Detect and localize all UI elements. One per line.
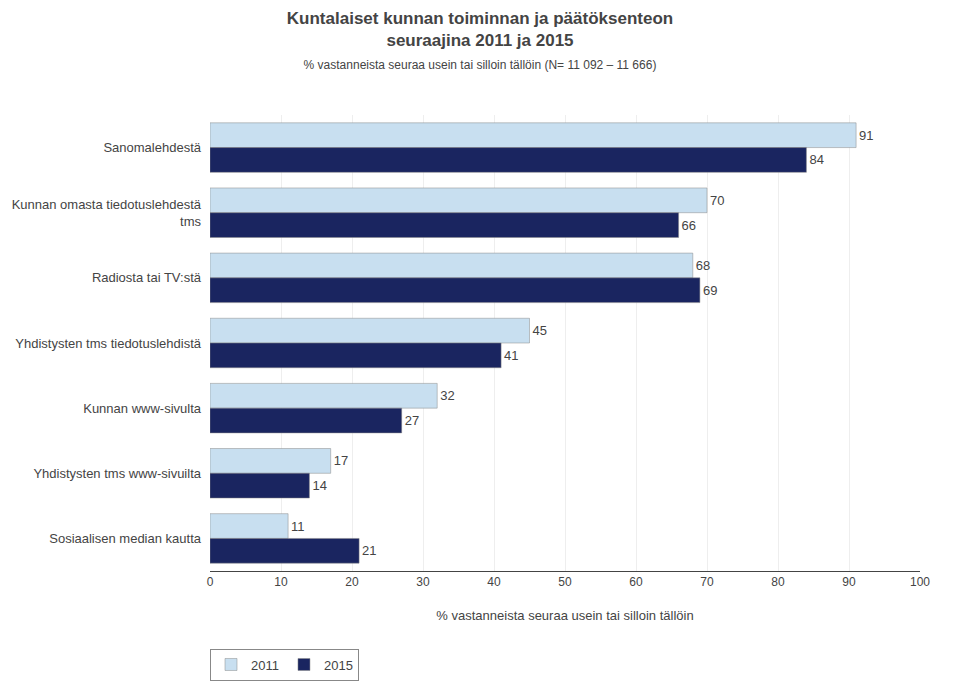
svg-text:0: 0 xyxy=(207,575,214,589)
svg-text:Yhdistysten tms tiedotuslehdis: Yhdistysten tms tiedotuslehdistä xyxy=(15,336,201,351)
svg-text:Sanomalehdestä: Sanomalehdestä xyxy=(103,140,201,155)
svg-text:10: 10 xyxy=(274,575,288,589)
svg-text:27: 27 xyxy=(405,413,419,428)
svg-text:Yhdistysten tms www-sivuilta: Yhdistysten tms www-sivuilta xyxy=(33,466,201,481)
svg-text:Kunnan omasta tiedotuslehdestä: Kunnan omasta tiedotuslehdestätms xyxy=(12,197,202,229)
svg-text:80: 80 xyxy=(771,575,785,589)
svg-text:% vastanneista seuraa usein ta: % vastanneista seuraa usein tai silloin … xyxy=(436,608,693,623)
svg-text:100: 100 xyxy=(910,575,930,589)
svg-text:Radiosta tai TV:stä: Radiosta tai TV:stä xyxy=(92,270,202,285)
svg-text:68: 68 xyxy=(696,258,710,273)
svg-text:50: 50 xyxy=(558,575,572,589)
svg-text:2015: 2015 xyxy=(324,658,353,673)
svg-text:40: 40 xyxy=(487,575,501,589)
svg-text:91: 91 xyxy=(859,128,873,143)
svg-text:20: 20 xyxy=(345,575,359,589)
svg-text:60: 60 xyxy=(629,575,643,589)
svg-text:Sosiaalisen median kautta: Sosiaalisen median kautta xyxy=(49,531,202,546)
svg-text:21: 21 xyxy=(362,543,376,558)
svg-text:Kuntalaiset kunnan toiminnan j: Kuntalaiset kunnan toiminnan ja päätökse… xyxy=(287,9,673,71)
svg-text:30: 30 xyxy=(416,575,430,589)
svg-text:84: 84 xyxy=(809,152,823,167)
svg-text:70: 70 xyxy=(700,575,714,589)
svg-text:41: 41 xyxy=(504,348,518,363)
svg-text:2011: 2011 xyxy=(251,658,279,673)
svg-text:90: 90 xyxy=(842,575,856,589)
svg-text:32: 32 xyxy=(440,388,454,403)
svg-text:11: 11 xyxy=(291,519,305,534)
svg-text:45: 45 xyxy=(533,323,547,338)
svg-text:66: 66 xyxy=(682,218,696,233)
svg-text:Kunnan www-sivulta: Kunnan www-sivulta xyxy=(83,401,202,416)
svg-text:70: 70 xyxy=(710,193,724,208)
svg-text:69: 69 xyxy=(703,283,717,298)
svg-text:17: 17 xyxy=(334,453,348,468)
svg-text:14: 14 xyxy=(312,478,326,493)
